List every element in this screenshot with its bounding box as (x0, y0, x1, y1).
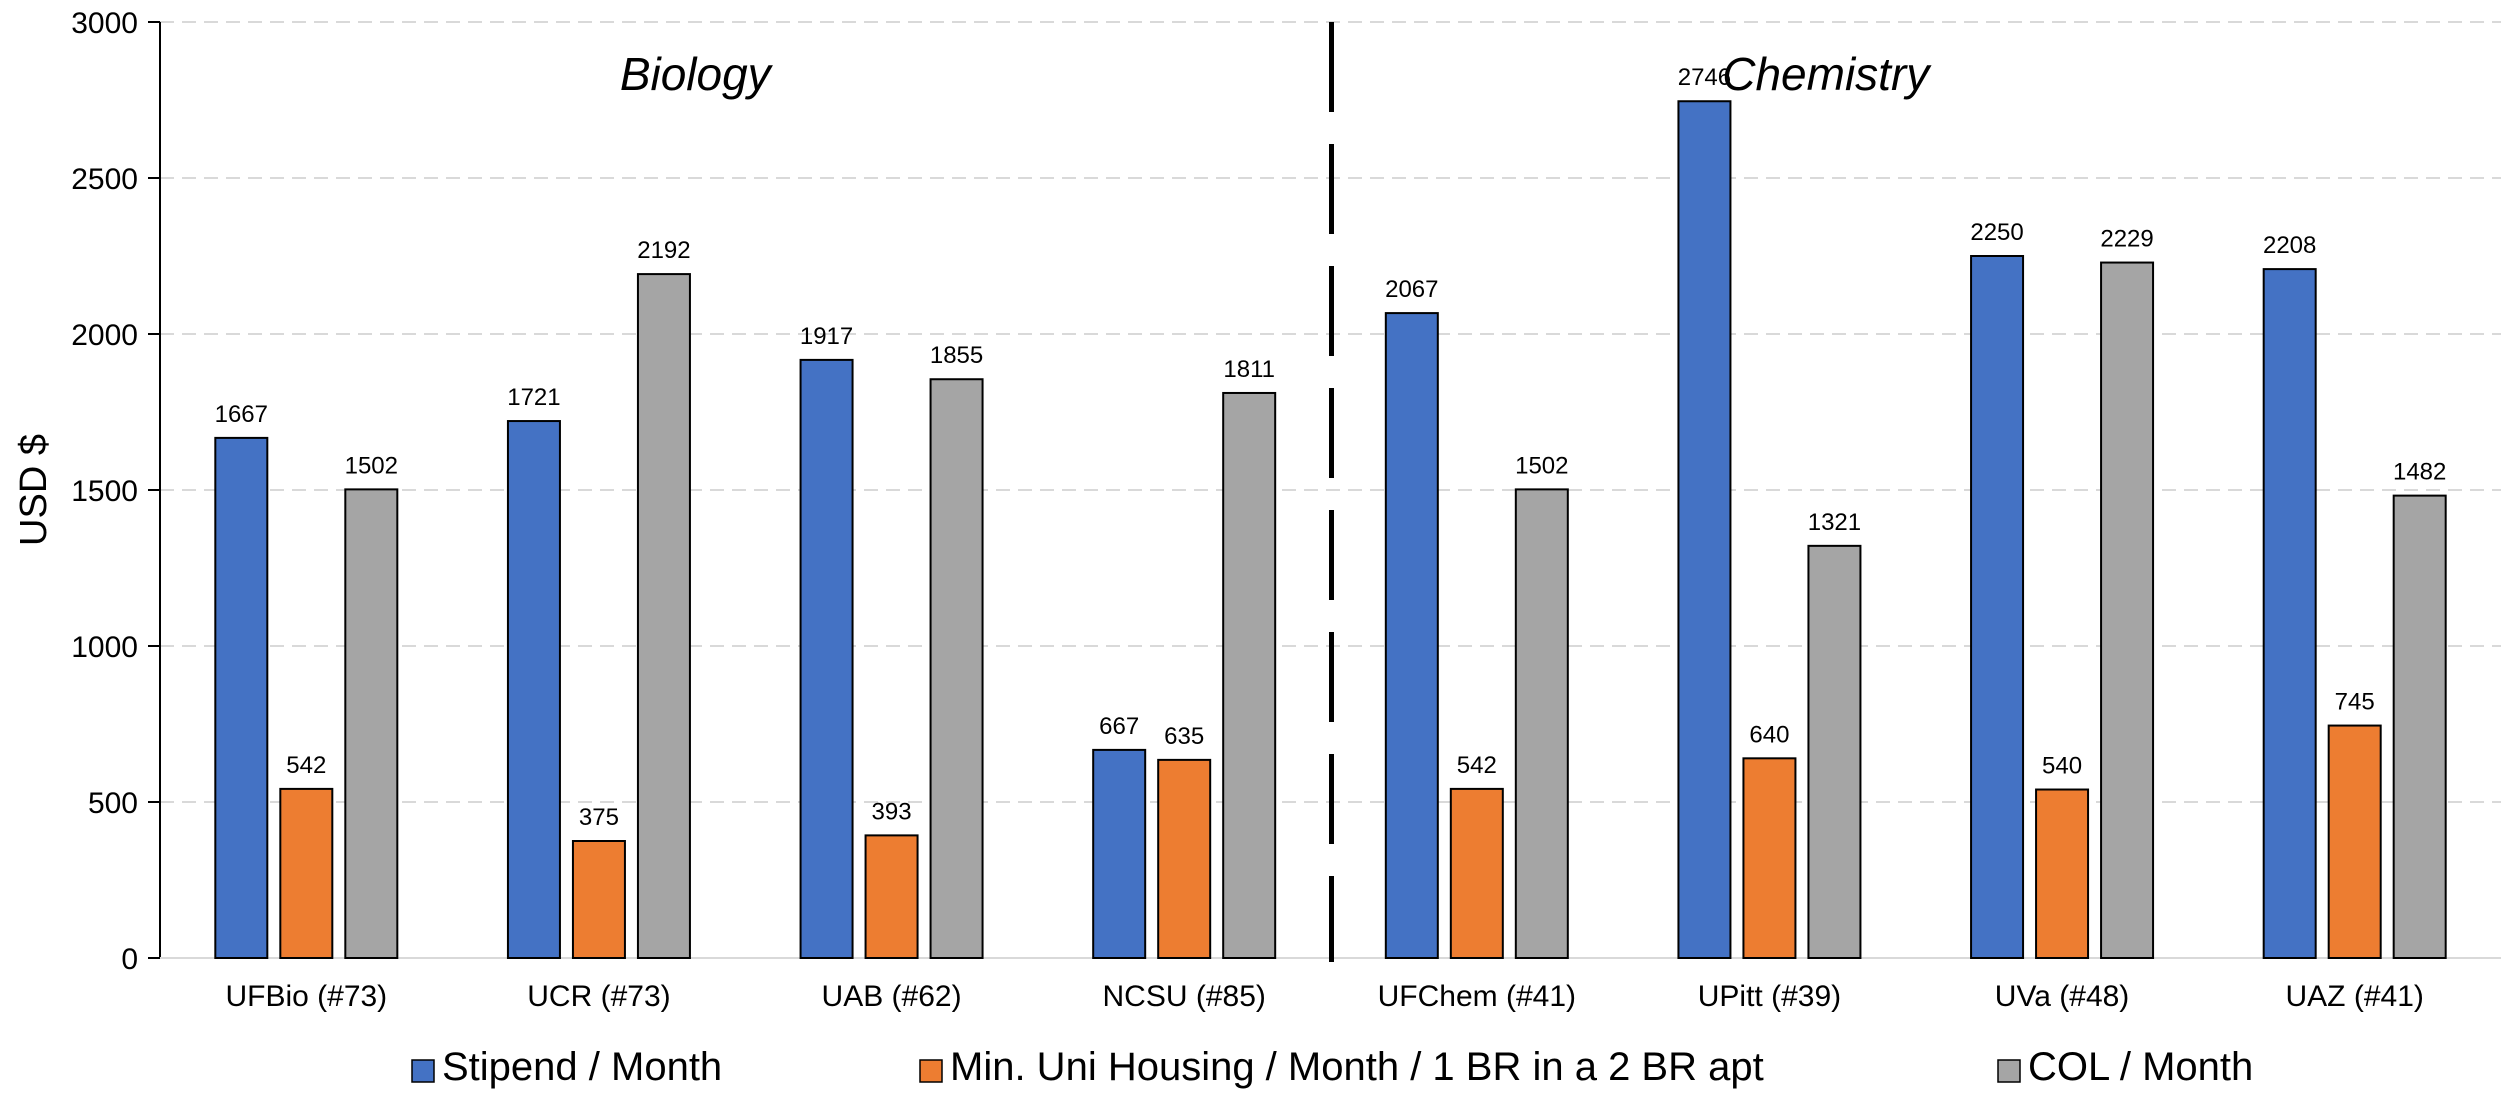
bar (1970, 255, 2025, 959)
data-label: 542 (1457, 752, 1497, 779)
legend-swatch (1997, 1059, 2021, 1083)
data-label: 2208 (2263, 232, 2316, 259)
bar (2035, 788, 2090, 960)
bar (1807, 544, 1862, 960)
x-tick-label: NCSU (#85) (1103, 980, 1266, 1013)
group-annotation: Chemistry (1722, 48, 1932, 100)
data-label: 2067 (1385, 276, 1438, 303)
y-tick-label: 2000 (71, 319, 138, 352)
legend-label: Stipend / Month (442, 1045, 722, 1089)
bar (571, 840, 626, 959)
data-label: 1667 (215, 401, 268, 428)
data-label: 2229 (2100, 226, 2153, 253)
bar (2327, 724, 2382, 959)
x-tick-label: UAB (#62) (822, 980, 962, 1013)
bar (1157, 758, 1212, 959)
x-tick-label: UCR (#73) (527, 980, 670, 1013)
bar (506, 420, 561, 960)
bar (2100, 261, 2155, 959)
data-label: 393 (872, 798, 912, 825)
x-tick-label: UPitt (#39) (1698, 980, 1841, 1013)
data-label: 375 (579, 804, 619, 831)
legend-label: Min. Uni Housing / Month / 1 BR in a 2 B… (950, 1045, 1764, 1089)
data-label: 635 (1164, 723, 1204, 750)
x-tick-label: UFChem (#41) (1378, 980, 1576, 1013)
data-label: 540 (2042, 753, 2082, 780)
data-label: 640 (1749, 721, 1789, 748)
annotations: Biology Chemistry (620, 22, 1932, 962)
data-label: 542 (286, 752, 326, 779)
data-labels: 1667 542 1502 1721 375 2192 1917 393 1855 667 635 1… (215, 64, 2447, 831)
data-label: 2192 (637, 237, 690, 264)
bar (214, 436, 269, 959)
bar (864, 834, 919, 959)
bar (1742, 757, 1797, 959)
bar (1677, 100, 1732, 960)
legend-swatch (919, 1059, 943, 1083)
data-label: 1811 (1223, 356, 1275, 383)
bar (1449, 787, 1504, 959)
bar (2262, 268, 2317, 959)
bar (2392, 494, 2447, 959)
y-tick-label: 3000 (71, 7, 138, 40)
data-label: 2746 (1678, 64, 1731, 91)
data-label: 1917 (800, 323, 853, 350)
bars (214, 100, 2447, 960)
data-label: 667 (1099, 713, 1139, 740)
bar (1092, 748, 1147, 959)
y-axis-label: USD $ (13, 434, 55, 546)
bar (799, 358, 854, 959)
legend-swatch (411, 1059, 435, 1083)
bar (279, 787, 334, 959)
y-tick-label: 500 (88, 787, 138, 820)
data-label: 1855 (930, 342, 983, 369)
bar (929, 378, 984, 959)
y-tick-label: 1500 (71, 475, 138, 508)
data-label: 1721 (507, 384, 560, 411)
data-label: 745 (2335, 689, 2375, 716)
y-tick-label: 1000 (71, 631, 138, 664)
data-label: 1502 (345, 452, 398, 479)
y-tick-label: 2500 (71, 163, 138, 196)
data-label: 1482 (2393, 459, 2446, 486)
group-annotation: Biology (620, 48, 774, 100)
data-label: 1321 (1808, 509, 1861, 536)
bar (1222, 391, 1277, 959)
bar (344, 488, 399, 959)
x-tick-label: UFBio (#73) (225, 980, 387, 1013)
x-tick-label: UVa (#48) (1995, 980, 2130, 1013)
legend: Stipend / Month Min. Uni Housing / Month … (411, 1045, 2253, 1089)
x-tick-label: UAZ (#41) (2286, 980, 2424, 1013)
bar (1514, 488, 1569, 959)
data-label: 1502 (1515, 452, 1568, 479)
bar (1384, 312, 1439, 959)
data-label: 2250 (1970, 219, 2023, 246)
legend-label: COL / Month (2028, 1045, 2253, 1089)
y-tick-label: 0 (121, 943, 138, 976)
bar (636, 273, 691, 959)
